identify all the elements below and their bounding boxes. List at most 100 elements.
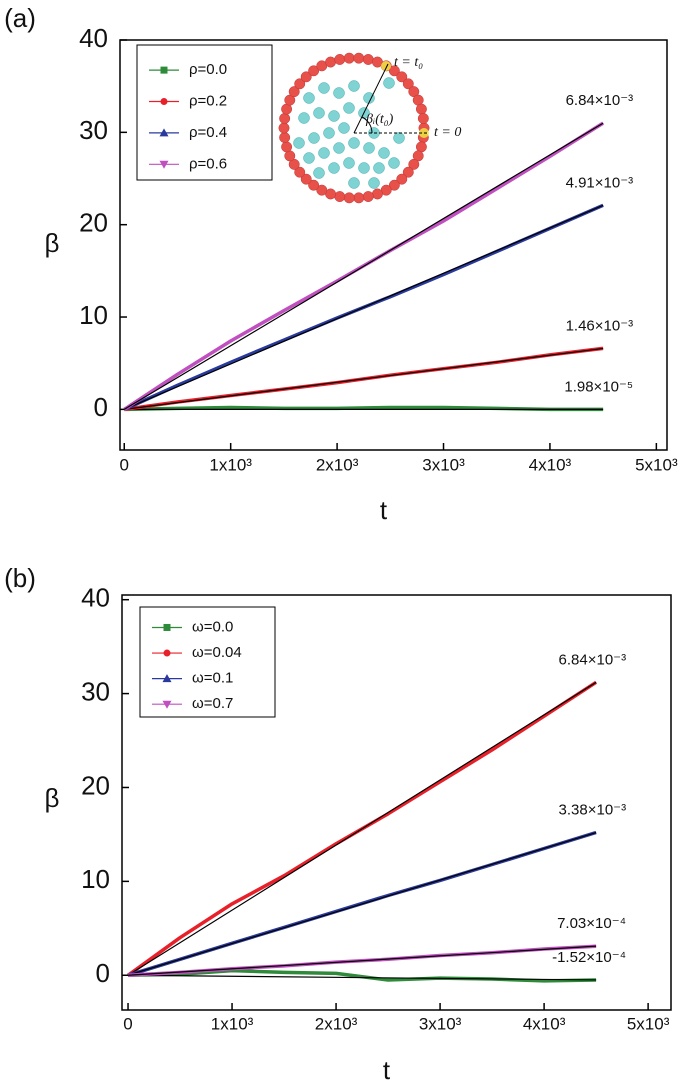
x-tick-label: 2x10³ <box>316 455 359 474</box>
legend-box <box>136 44 273 181</box>
legend-label: ρ=0.0 <box>189 61 227 78</box>
inset-bead <box>284 94 296 106</box>
inset-particle <box>358 162 370 174</box>
y-tick-label: 20 <box>79 208 108 238</box>
inset-particle <box>388 157 400 169</box>
inset-bead <box>279 132 291 143</box>
inset-particle <box>373 162 385 174</box>
marker <box>160 66 168 74</box>
inset-particle <box>378 147 390 159</box>
plot-frame <box>121 594 672 1011</box>
inset-particle <box>343 157 355 169</box>
x-axis-title: t <box>383 1055 391 1085</box>
x-tick-label: 0 <box>120 455 129 474</box>
slope-annotation: 3.38×10⁻³ <box>559 802 627 819</box>
y-axis-title: β <box>45 783 60 813</box>
fit-line <box>128 974 597 981</box>
inset-bead <box>388 65 400 77</box>
inset-bead <box>396 173 408 185</box>
inset-bead <box>362 54 374 65</box>
fit-line <box>124 204 604 410</box>
panel-label: (b) <box>4 563 36 593</box>
inset-particle <box>368 177 380 189</box>
inset-particle <box>328 162 340 174</box>
inset-bead <box>408 158 420 170</box>
inset-bead <box>343 192 355 204</box>
legend-label: ω=0.1 <box>192 670 233 687</box>
x-axis-title: t <box>380 495 388 525</box>
inset-label: t = 0 <box>434 125 461 140</box>
inset-particle <box>348 137 360 149</box>
inset-bead <box>278 122 290 134</box>
marker <box>159 128 169 137</box>
marker <box>159 160 169 169</box>
slope-annotation: 7.03×10⁻⁴ <box>557 915 626 932</box>
legend-label: ρ=0.2 <box>189 92 227 109</box>
y-tick-label: 30 <box>81 676 110 706</box>
panel-label: (a) <box>4 3 36 33</box>
fit-line <box>124 347 604 410</box>
legend-label: ρ=0.6 <box>189 155 227 172</box>
inset-bead <box>316 184 328 196</box>
inset-particle <box>333 87 345 99</box>
y-tick-label: 20 <box>81 770 110 800</box>
legend-label: ρ=0.4 <box>189 124 227 141</box>
inset-particle <box>333 142 345 154</box>
inset-bead <box>408 86 420 98</box>
x-tick-label: 5x10³ <box>627 1014 670 1033</box>
inset-particle <box>363 142 375 154</box>
marker <box>160 98 168 106</box>
y-tick-label: 10 <box>81 864 110 894</box>
inset-label: t = t₀ <box>394 55 423 70</box>
inset-particle <box>343 102 355 114</box>
slope-annotation: 1.46×10⁻³ <box>566 317 634 334</box>
x-tick-label: 1x10³ <box>211 1014 254 1033</box>
y-tick-label: 40 <box>81 583 110 613</box>
fit-line <box>123 122 604 410</box>
x-tick-label: 4x10³ <box>523 1014 566 1033</box>
y-tick-label: 40 <box>79 23 108 53</box>
inset-particle <box>303 92 315 104</box>
inset-bead <box>334 191 346 202</box>
y-tick-label: 30 <box>79 115 108 145</box>
plot-frame <box>119 39 668 451</box>
inset-particle <box>323 127 335 139</box>
y-tick-label: 0 <box>96 958 110 988</box>
inset-marked-bead <box>381 61 391 71</box>
slope-annotation: 1.98×10⁻⁵ <box>564 378 633 395</box>
inset-bead <box>412 150 424 162</box>
inset-bead <box>353 52 365 64</box>
inset-bead <box>300 71 312 83</box>
inset-bead <box>288 158 300 170</box>
inset-particle <box>383 77 395 89</box>
inset-bead <box>417 113 429 124</box>
inset-particle <box>313 167 325 179</box>
inset-angle-arc <box>361 116 373 134</box>
inset-particle <box>348 177 360 189</box>
inset-diagram: t = t₀ t = 0 βᵢ(t₀) <box>278 52 461 204</box>
inset-particle <box>318 82 330 94</box>
fit-line <box>127 945 597 976</box>
x-tick-label: 2x10³ <box>315 1014 358 1033</box>
inset-particle <box>338 122 350 134</box>
y-axis-title: β <box>45 228 60 258</box>
x-tick-label: 3x10³ <box>419 1014 462 1033</box>
x-tick-label: 3x10³ <box>422 455 465 474</box>
series-line <box>127 968 597 983</box>
legend-box <box>139 606 276 718</box>
inset-particle <box>313 107 325 119</box>
inset-bead <box>371 188 383 200</box>
inset-particle <box>293 137 305 149</box>
inset-particle <box>318 147 330 159</box>
x-tick-label: 0 <box>123 1014 132 1033</box>
inset-bead <box>402 78 414 90</box>
inset-particle <box>303 152 315 164</box>
x-tick-label: 1x10³ <box>209 455 252 474</box>
inset-bead <box>281 141 293 153</box>
y-tick-label: 10 <box>79 300 108 330</box>
inset-bead <box>362 191 374 202</box>
inset-bead <box>294 78 306 90</box>
inset-bead <box>300 173 312 185</box>
legend: ρ=0.0 ρ=0.2 ρ=0.4 ρ=0.6 <box>136 44 273 181</box>
slope-annotation: 6.84×10⁻³ <box>566 92 634 109</box>
